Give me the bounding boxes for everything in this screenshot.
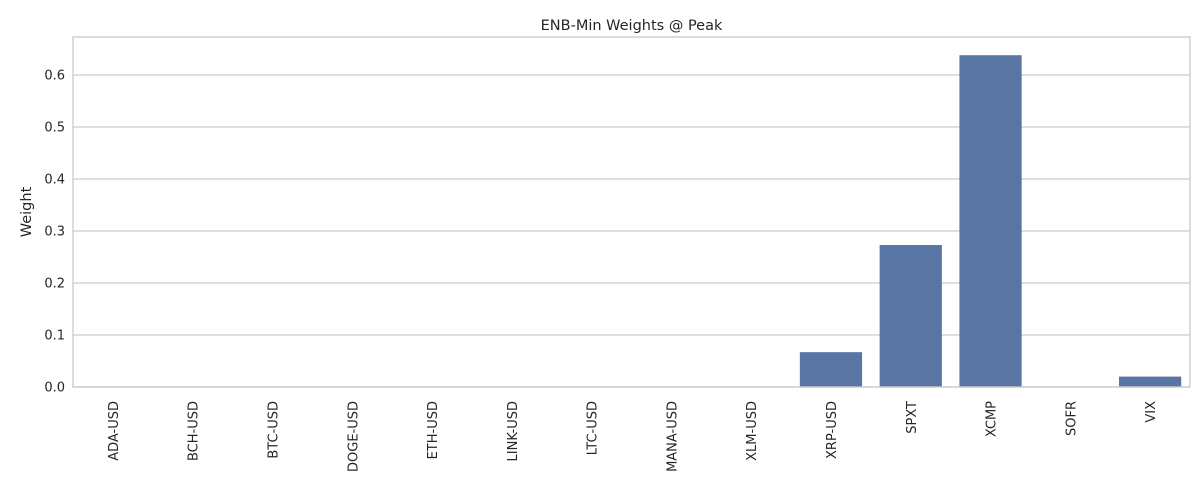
y-axis-label: Weight [19,186,35,237]
chart-title: ENB-Min Weights @ Peak [541,18,723,34]
x-tick-label: SOFR [1064,401,1079,436]
y-tick-label: 0.6 [44,68,65,83]
y-tick-label: 0.0 [44,381,65,396]
x-tick-label: XLM-USD [745,401,760,461]
bar-vix [1118,376,1182,387]
x-tick-label: MANA-USD [665,401,680,472]
x-tick-label: XCMP [985,401,1000,437]
x-tick-label: SPXT [905,401,920,434]
x-tick-label: XRP-USD [825,401,840,459]
y-tick-label: 0.4 [44,172,65,187]
y-axis-ticks: 0.0 0.1 0.2 0.3 0.4 0.5 0.6 [44,68,65,395]
plot-frame [72,36,1191,388]
x-tick-label: BCH-USD [187,401,202,461]
x-axis-ticks: ADA-USD BCH-USD BTC-USD DOGE-USD ETH-USD LINK… [107,401,1159,472]
x-tick-label: VIX [1144,401,1159,423]
y-tick-label: 0.2 [44,276,65,291]
x-tick-label: BTC-USD [266,401,281,459]
x-tick-label: LTC-USD [586,401,601,455]
y-tick-label: 0.5 [44,120,65,135]
y-tick-label: 0.3 [44,224,65,239]
grid-lines [73,74,1190,388]
x-tick-label: LINK-USD [506,401,521,461]
bars [799,55,1182,387]
x-tick-label: ETH-USD [426,401,441,459]
x-tick-label: ADA-USD [107,401,122,461]
x-tick-label: DOGE-USD [346,401,361,472]
bar-xcmp [959,55,1022,387]
bar-spxt [879,245,942,387]
bar-xrp-usd [799,352,863,387]
y-tick-label: 0.1 [44,328,65,343]
